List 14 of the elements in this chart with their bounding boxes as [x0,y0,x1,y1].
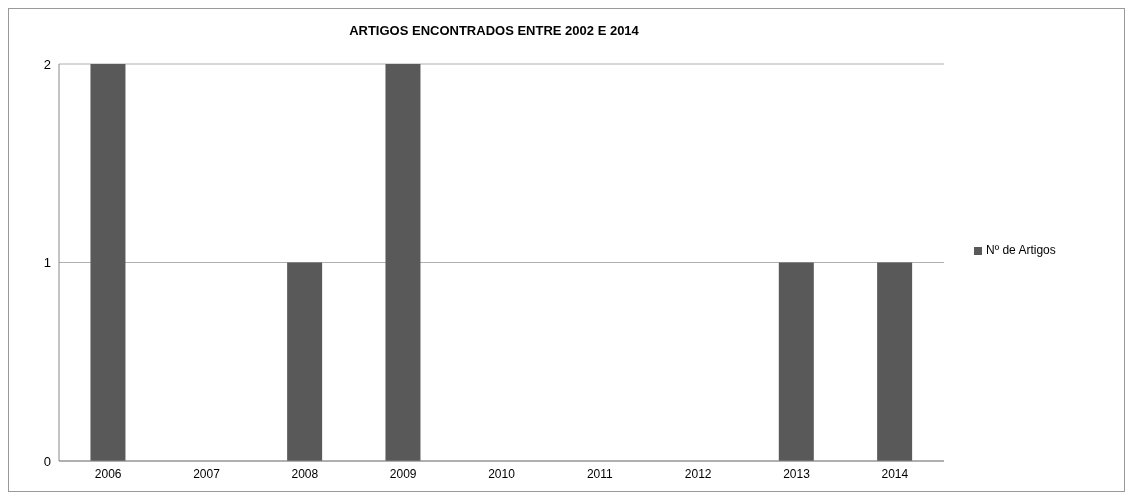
x-tick-label: 2010 [488,466,516,481]
x-tick-label: 2008 [291,466,319,481]
x-tick-label: 2012 [684,466,712,481]
x-tick-label: 2013 [783,466,811,481]
chart-title: ARTIGOS ENCONTRADOS ENTRE 2002 E 2014 [348,23,640,38]
y-tick-label: 1 [43,255,51,271]
y-tick-label: 2 [43,56,51,72]
y-tick-label: 0 [43,453,51,469]
legend-label: Nº de Artigos [986,243,1056,257]
x-tick-label: 2011 [586,466,614,481]
x-tick-label: 2014 [881,466,909,481]
x-tick-label: 2009 [389,466,417,481]
x-tick-label: 2006 [94,466,122,481]
x-tick-label: 2007 [193,466,221,481]
